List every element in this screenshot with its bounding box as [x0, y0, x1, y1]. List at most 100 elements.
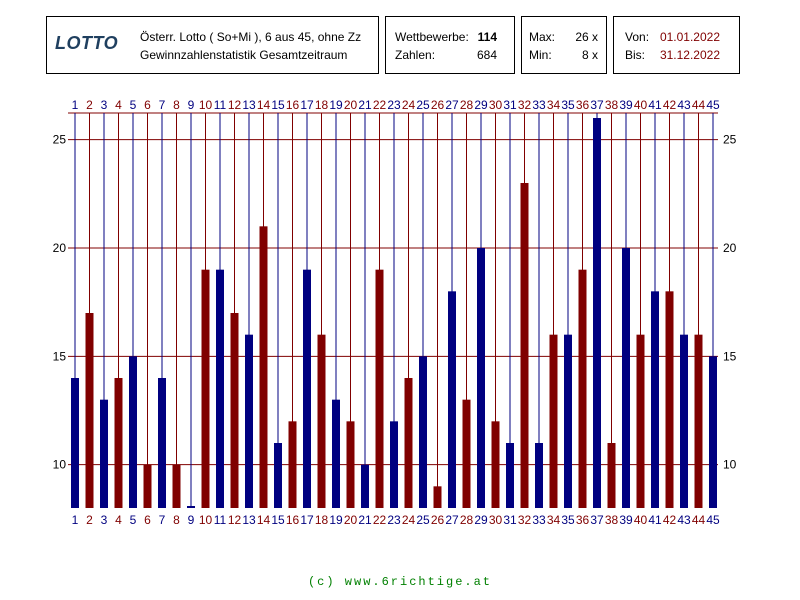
x-tick-top-20: 20 — [344, 98, 358, 112]
x-tick-bottom-15: 15 — [271, 513, 285, 527]
x-tick-top-29: 29 — [474, 98, 488, 112]
bar-23 — [390, 421, 398, 508]
x-tick-bottom-31: 31 — [503, 513, 517, 527]
x-tick-bottom-29: 29 — [474, 513, 488, 527]
x-tick-top-45: 45 — [706, 98, 720, 112]
x-tick-bottom-9: 9 — [188, 513, 195, 527]
x-tick-bottom-36: 36 — [576, 513, 590, 527]
bis-value: 31.12.2022 — [659, 48, 720, 62]
x-tick-top-43: 43 — [677, 98, 691, 112]
bar-43 — [680, 334, 688, 508]
x-tick-bottom-22: 22 — [373, 513, 387, 527]
bar-31 — [506, 443, 514, 508]
x-tick-bottom-30: 30 — [489, 513, 503, 527]
x-tick-top-26: 26 — [431, 98, 445, 112]
x-tick-top-8: 8 — [173, 98, 180, 112]
bar-38 — [607, 443, 616, 508]
x-tick-top-30: 30 — [489, 98, 503, 112]
bar-19 — [332, 399, 340, 508]
bar-45 — [709, 356, 717, 508]
x-tick-top-2: 2 — [86, 98, 93, 112]
y-tick-left-15: 15 — [53, 349, 67, 363]
x-tick-top-21: 21 — [358, 98, 372, 112]
x-tick-bottom-3: 3 — [101, 513, 108, 527]
von-value: 01.01.2022 — [659, 30, 720, 44]
wettbewerbe-value: 114 — [477, 30, 497, 44]
x-tick-top-44: 44 — [692, 98, 706, 112]
x-tick-top-1: 1 — [72, 98, 79, 112]
bar-2 — [85, 313, 94, 508]
x-tick-top-36: 36 — [576, 98, 590, 112]
x-tick-bottom-21: 21 — [358, 513, 372, 527]
x-tick-top-31: 31 — [503, 98, 517, 112]
bis-label: Bis: — [625, 48, 646, 62]
bar-42 — [665, 291, 674, 508]
x-tick-top-9: 9 — [188, 98, 195, 112]
bar-1 — [71, 378, 79, 508]
bar-9 — [187, 506, 195, 508]
y-tick-left-20: 20 — [53, 241, 67, 255]
lotto-logo: LOTTO — [55, 33, 119, 53]
bar-29 — [477, 248, 485, 508]
x-tick-top-17: 17 — [300, 98, 314, 112]
x-tick-bottom-10: 10 — [199, 513, 213, 527]
x-tick-bottom-42: 42 — [663, 513, 677, 527]
x-tick-top-4: 4 — [115, 98, 122, 112]
bar-30 — [491, 421, 500, 508]
x-tick-top-16: 16 — [286, 98, 300, 112]
header-line1: Österr. Lotto ( So+Mi ), 6 aus 45, ohne … — [140, 30, 362, 44]
x-tick-top-23: 23 — [387, 98, 401, 112]
x-tick-top-33: 33 — [532, 98, 546, 112]
max-label: Max: — [529, 30, 556, 44]
header-maxmin-box: Max: 26 x Min: 8 x — [521, 16, 607, 74]
x-tick-bottom-18: 18 — [315, 513, 329, 527]
bar-26 — [433, 486, 442, 508]
x-tick-bottom-41: 41 — [648, 513, 662, 527]
bar-7 — [158, 378, 166, 508]
x-tick-bottom-34: 34 — [547, 513, 561, 527]
bar-4 — [114, 378, 123, 508]
bar-41 — [651, 291, 659, 508]
x-tick-top-13: 13 — [242, 98, 256, 112]
bar-5 — [129, 356, 137, 508]
x-tick-bottom-38: 38 — [605, 513, 619, 527]
x-tick-top-6: 6 — [144, 98, 151, 112]
bar-28 — [462, 399, 471, 508]
x-tick-top-40: 40 — [634, 98, 648, 112]
x-tick-top-27: 27 — [445, 98, 459, 112]
y-tick-left-25: 25 — [53, 133, 67, 147]
x-tick-bottom-11: 11 — [214, 513, 227, 527]
x-tick-top-39: 39 — [619, 98, 633, 112]
x-tick-bottom-14: 14 — [257, 513, 271, 527]
bar-21 — [361, 464, 369, 508]
x-tick-top-15: 15 — [271, 98, 285, 112]
x-tick-bottom-4: 4 — [115, 513, 122, 527]
bar-18 — [317, 334, 326, 508]
x-tick-bottom-43: 43 — [677, 513, 691, 527]
header-count-box: Wettbewerbe: 114 Zahlen: 684 — [385, 16, 515, 74]
x-tick-top-5: 5 — [130, 98, 137, 112]
x-tick-bottom-1: 1 — [72, 513, 79, 527]
x-tick-bottom-37: 37 — [590, 513, 604, 527]
bar-14 — [259, 226, 268, 509]
bar-15 — [274, 443, 282, 508]
bar-13 — [245, 334, 253, 508]
x-tick-bottom-24: 24 — [402, 513, 416, 527]
x-tick-top-25: 25 — [416, 98, 430, 112]
x-tick-top-34: 34 — [547, 98, 561, 112]
x-tick-top-35: 35 — [561, 98, 575, 112]
x-tick-top-3: 3 — [101, 98, 108, 112]
x-tick-bottom-44: 44 — [692, 513, 706, 527]
wettbewerbe-label: Wettbewerbe: — [395, 30, 469, 44]
bar-44 — [694, 334, 703, 508]
bar-22 — [375, 269, 384, 508]
x-tick-bottom-23: 23 — [387, 513, 401, 527]
header-title-box: LOTTO Österr. Lotto ( So+Mi ), 6 aus 45,… — [46, 16, 379, 74]
bar-35 — [564, 334, 572, 508]
bar-27 — [448, 291, 456, 508]
x-tick-top-7: 7 — [159, 98, 166, 112]
bar-25 — [419, 356, 427, 508]
y-tick-left-10: 10 — [53, 458, 67, 472]
x-tick-bottom-32: 32 — [518, 513, 532, 527]
